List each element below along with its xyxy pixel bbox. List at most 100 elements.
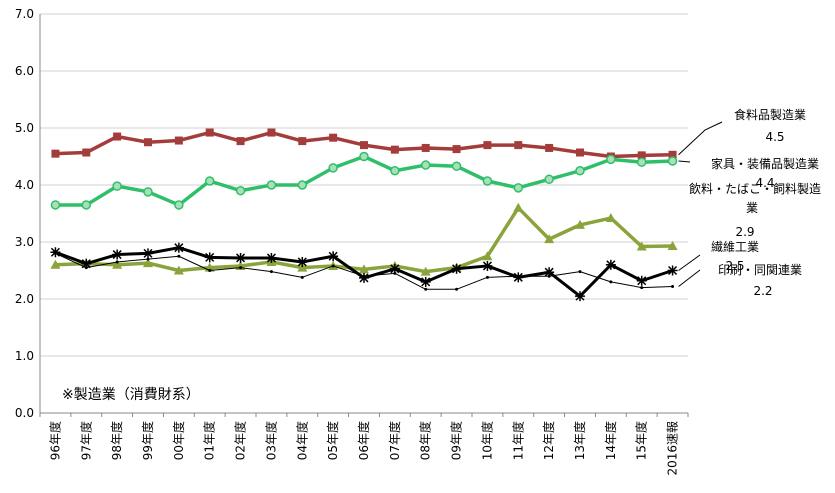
data-point-3-16 [544,267,555,278]
series-1 [50,151,678,210]
data-point-3-12 [420,276,431,287]
data-point-3-4 [173,242,184,253]
x-tick-label-8: 04年度 [294,421,309,460]
series-line-1 [55,154,673,207]
data-point-3-2 [112,249,123,260]
y-tick-label-4: 4.0 [15,178,34,192]
x-tick-label-7: 03年度 [263,421,278,460]
x-tick-label-12: 08年度 [418,421,433,460]
data-point-1-7 [266,180,277,190]
label-leader-1 [678,160,691,163]
y-tick-label-5: 5.0 [15,121,34,135]
x-tick-label-20: 2016速報 [666,421,680,476]
data-point-1-10 [359,151,369,162]
data-point-0-11 [390,145,399,154]
data-point-1-8 [297,180,308,190]
data-point-4-18 [609,280,613,284]
data-point-4-13 [455,287,459,291]
data-point-0-0 [51,149,60,158]
series-value-label-4: 2.2 [753,284,772,298]
y-tick-label-3: 3.0 [15,235,34,249]
data-point-3-20 [667,265,678,276]
data-point-1-2 [112,181,122,191]
data-point-2-10 [359,264,369,274]
x-tick-label-18: 14年度 [603,421,618,460]
data-point-0-20 [668,150,677,159]
data-point-0-14 [483,141,492,150]
data-point-0-15 [514,141,523,150]
data-point-1-16 [544,174,554,185]
data-point-0-12 [421,143,430,152]
data-point-2-17 [575,219,585,229]
series-name-label-2: 飲料・たばこ・飼料製造業 [689,181,821,215]
data-point-4-10 [362,274,366,278]
data-point-3-8 [297,256,308,267]
series-value-label-0: 4.5 [765,130,784,144]
data-point-1-3 [143,187,153,197]
data-point-2-14 [482,251,493,261]
x-tick-label-17: 13年度 [572,421,587,460]
data-point-4-6 [239,266,243,270]
x-tick-label-1: 97年度 [78,421,93,460]
data-point-0-10 [360,141,368,150]
x-tick-label-10: 06年度 [356,421,371,460]
data-point-0-9 [329,133,338,142]
data-point-0-2 [113,132,122,141]
series-lines [50,128,678,302]
data-point-4-7 [269,270,273,274]
data-point-1-0 [50,200,61,210]
data-point-2-20 [667,240,678,250]
data-point-1-4 [174,200,184,210]
data-point-1-13 [451,161,462,171]
data-point-0-1 [82,148,91,157]
data-point-1-19 [636,157,647,167]
data-point-2-16 [544,234,555,244]
series-value-label-1: 4.4 [755,176,774,190]
data-point-4-5 [208,269,212,272]
x-tick-label-19: 15年度 [634,421,649,460]
data-point-2-15 [513,202,524,212]
data-point-1-6 [235,185,246,196]
y-tick-label-0: 0.0 [15,406,34,420]
x-tick-label-3: 99年度 [140,421,155,460]
x-tick-label-11: 07年度 [387,421,402,460]
data-point-2-8 [297,262,308,272]
data-point-0-16 [545,143,554,152]
data-point-3-11 [389,263,400,274]
data-point-3-10 [359,272,369,283]
data-point-1-11 [390,166,400,176]
data-point-2-2 [112,259,123,269]
data-point-0-5 [205,128,214,137]
data-point-3-19 [636,275,647,286]
data-point-3-5 [204,252,215,263]
data-point-1-12 [420,160,431,170]
x-tick-label-0: 96年度 [47,421,62,460]
data-point-0-6 [236,137,245,146]
data-point-1-9 [328,163,338,173]
data-point-4-2 [115,260,119,264]
y-tick-label-6: 6.0 [15,64,34,78]
data-point-2-4 [173,265,184,275]
data-point-4-20 [671,284,675,288]
data-point-4-14 [485,275,489,279]
data-point-4-15 [516,274,520,278]
series-name-label-1: 家具・装備品製造業 [711,156,819,171]
data-point-3-9 [328,251,339,262]
data-point-2-3 [143,258,153,268]
series-name-label-3: 繊維工業 [711,240,759,254]
data-point-0-4 [174,136,183,145]
data-point-0-13 [452,145,461,154]
data-point-1-1 [81,200,92,210]
series-labels: 食料品製造業 4.5 家具・装備品製造業 4.4飲料・たばこ・飼料製造業 2.9繊維工業… [678,107,821,298]
x-tick-label-16: 12年度 [541,421,556,460]
label-leader-4 [678,269,701,287]
data-point-0-3 [144,138,152,147]
series-name-label-0: 食料品製造業 [734,107,806,122]
data-point-1-18 [606,154,616,165]
x-tick-label-14: 10年度 [479,421,494,460]
data-point-2-0 [50,259,61,269]
series-2 [50,202,678,276]
data-point-2-12 [420,266,431,276]
data-point-1-15 [513,183,524,193]
